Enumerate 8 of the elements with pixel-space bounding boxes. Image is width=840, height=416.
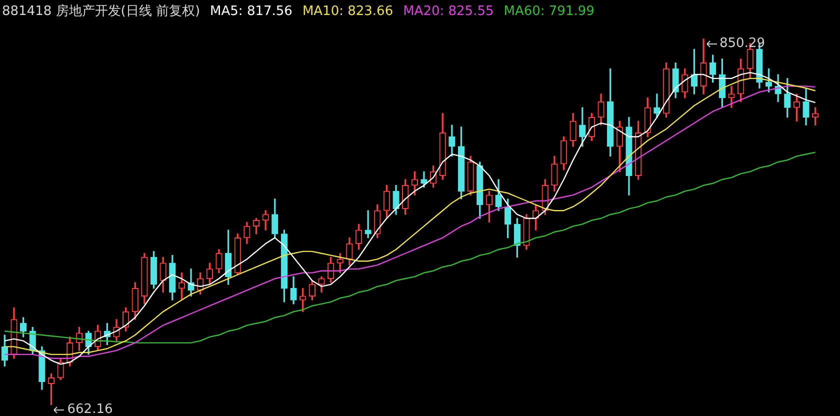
annotation: 850.29: [720, 36, 766, 51]
text: MA5: 817.56: [210, 4, 292, 19]
chart-title: 881418 房地产开发(日线 前复权): [2, 4, 200, 19]
candlestick: [364, 210, 372, 238]
text: MA60: 791.99: [504, 4, 594, 19]
text: MA20: 825.55: [403, 4, 494, 19]
annotation: 662.16: [67, 402, 113, 416]
text: MA10: 823.66: [302, 4, 394, 19]
